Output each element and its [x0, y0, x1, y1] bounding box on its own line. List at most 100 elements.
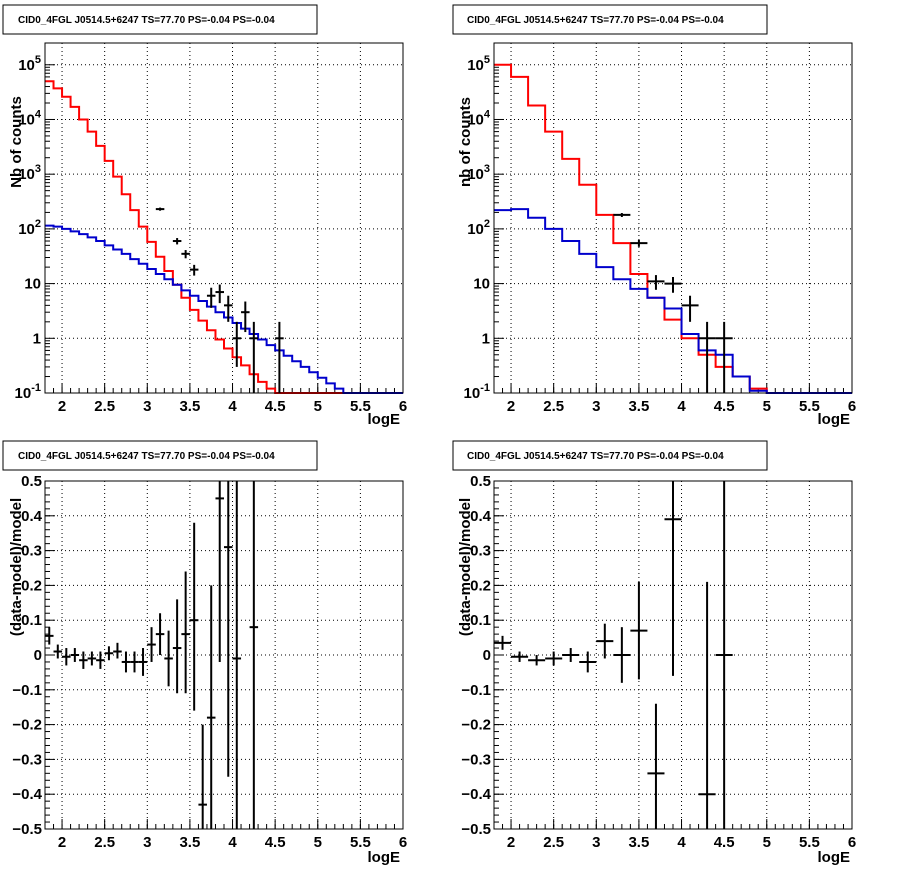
x-tick-label: 4 — [228, 834, 237, 851]
chart-title: CID0_4FGL J0514.5+6247 TS=77.70 PS=-0.04… — [18, 15, 275, 26]
x-tick-label: 4 — [228, 398, 237, 415]
plot-background — [494, 43, 852, 393]
y-tick-label: 0.3 — [470, 543, 491, 560]
title-box — [452, 4, 768, 35]
x-tick-label: 4 — [677, 398, 686, 415]
plot-background — [45, 481, 403, 829]
chart-title: CID0_4FGL J0514.5+6247 TS=77.70 PS=-0.04… — [467, 15, 724, 26]
y-tick-label: 103 — [467, 163, 490, 183]
x-tick-label: 4.5 — [265, 834, 286, 851]
x-tick-label: 5.5 — [350, 398, 371, 415]
x-tick-label: 3 — [592, 398, 600, 415]
x-tick-label: 2.5 — [94, 398, 115, 415]
x-tick-label: 6 — [399, 834, 407, 851]
y-tick-label: 10-1 — [15, 382, 41, 402]
x-tick-label: 5 — [763, 398, 771, 415]
x-tick-label: 4.5 — [265, 398, 286, 415]
x-tick-label: 3 — [592, 834, 600, 851]
y-tick-label: 104 — [467, 108, 491, 128]
plot-area-residuals: 2 2.5 3 3.5 4 4.5 5 5.5 6 −0.5 −0.4 −0.3 −0.2 −0.1 0 0.… — [12, 473, 407, 851]
title-box — [452, 440, 768, 471]
x-tick-label: 3.5 — [628, 834, 649, 851]
y-tick-label: 0.2 — [470, 577, 491, 594]
panel-bottom-right: CID0_4FGL J0514.5+6247 TS=77.70 PS=-0.04… — [452, 440, 856, 866]
y-tick-label: 0.5 — [470, 473, 491, 490]
plot-frame — [493, 42, 853, 394]
x-tick-label: 3.5 — [179, 398, 200, 415]
y-tick-label: 0 — [34, 647, 42, 664]
chart-title: CID0_4FGL J0514.5+6247 TS=77.70 PS=-0.04… — [18, 451, 275, 462]
y-tick-label: 105 — [467, 54, 490, 74]
x-tick-label: 5 — [314, 398, 322, 415]
plot-frame — [44, 480, 404, 830]
plot-background — [45, 43, 403, 393]
x-tick-label: 3 — [143, 398, 151, 415]
y-axis-label: Nb of counts — [8, 96, 25, 188]
y-tick-label: 10-1 — [464, 382, 490, 402]
y-tick-label: −0.4 — [461, 786, 491, 803]
x-tick-label: 2 — [507, 834, 515, 851]
x-tick-label: 4.5 — [714, 834, 735, 851]
y-tick-label: −0.5 — [461, 821, 491, 838]
x-tick-label: 3.5 — [628, 398, 649, 415]
y-tick-label: −0.3 — [461, 751, 491, 768]
x-tick-label: 6 — [399, 398, 407, 415]
y-axis-label: (data-model)/model — [457, 498, 474, 636]
y-tick-label: 0.1 — [21, 612, 42, 629]
x-tick-label: 2.5 — [94, 834, 115, 851]
x-tick-label: 6 — [848, 398, 856, 415]
x-axis-label: logE — [368, 411, 401, 428]
y-tick-label: 104 — [18, 108, 42, 128]
plot-frame — [493, 480, 853, 830]
y-axis-label: nb of counts — [457, 97, 474, 187]
plot-area-counts: 2 2.5 3 3.5 4 4.5 5 5.5 6 10-1 1 10 102 103 104 105 — [15, 42, 407, 415]
x-tick-label: 5 — [314, 834, 322, 851]
y-tick-label: −0.2 — [12, 717, 42, 734]
x-tick-label: 5 — [763, 834, 771, 851]
x-tick-label: 5.5 — [799, 834, 820, 851]
x-tick-label: 2 — [58, 834, 66, 851]
x-tick-label: 4 — [677, 834, 686, 851]
y-tick-label: 0.4 — [21, 508, 43, 525]
x-axis-label: logE — [368, 849, 401, 866]
x-tick-label: 4.5 — [714, 398, 735, 415]
x-axis-label: logE — [818, 849, 851, 866]
y-tick-label: 0.4 — [470, 508, 492, 525]
x-tick-label: 6 — [848, 834, 856, 851]
x-tick-label: 3.5 — [179, 834, 200, 851]
y-tick-label: 0.5 — [21, 473, 42, 490]
y-tick-label: 102 — [18, 218, 41, 238]
plot-area-counts: 2 2.5 3 3.5 4 4.5 5 5.5 6 10-1 1 10 102 103 104 105 — [464, 42, 856, 415]
x-tick-label: 2 — [507, 398, 515, 415]
x-tick-label: 5.5 — [799, 398, 820, 415]
x-tick-label: 3 — [143, 834, 151, 851]
y-tick-label: 0.3 — [21, 543, 42, 560]
x-tick-label: 2 — [58, 398, 66, 415]
y-tick-label: 1 — [33, 330, 41, 347]
plot-area-residuals: 2 2.5 3 3.5 4 4.5 5 5.5 6 −0.5 −0.4 −0.3 −0.2 −0.1 0 0.… — [461, 473, 856, 851]
chart-title: CID0_4FGL J0514.5+6247 TS=77.70 PS=-0.04… — [467, 451, 724, 462]
y-tick-label: −0.4 — [12, 786, 42, 803]
y-tick-label: −0.3 — [12, 751, 42, 768]
plot-frame — [44, 42, 404, 394]
y-tick-label: 0 — [483, 647, 491, 664]
y-tick-label: 0.1 — [470, 612, 491, 629]
y-tick-label: −0.2 — [461, 717, 491, 734]
y-tick-label: 103 — [18, 163, 41, 183]
x-tick-label: 5.5 — [350, 834, 371, 851]
y-tick-label: 10 — [473, 276, 490, 293]
y-tick-label: 10 — [24, 276, 41, 293]
panel-top-right: CID0_4FGL J0514.5+6247 TS=77.70 PS=-0.04… — [452, 4, 856, 428]
y-tick-label: 102 — [467, 218, 490, 238]
y-tick-label: 0.2 — [21, 577, 42, 594]
panel-top-left: CID0_4FGL J0514.5+6247 TS=77.70 PS=-0.04… — [2, 4, 407, 428]
title-box — [2, 4, 318, 35]
y-tick-label: −0.1 — [12, 682, 42, 699]
y-axis-label: (data-model)/model — [8, 498, 25, 636]
series-component-model-line — [494, 208, 852, 394]
panel-bottom-left: CID0_4FGL J0514.5+6247 TS=77.70 PS=-0.04… — [2, 440, 407, 866]
y-tick-label: −0.5 — [12, 821, 42, 838]
x-tick-label: 2.5 — [543, 398, 564, 415]
y-tick-label: 105 — [18, 54, 41, 74]
